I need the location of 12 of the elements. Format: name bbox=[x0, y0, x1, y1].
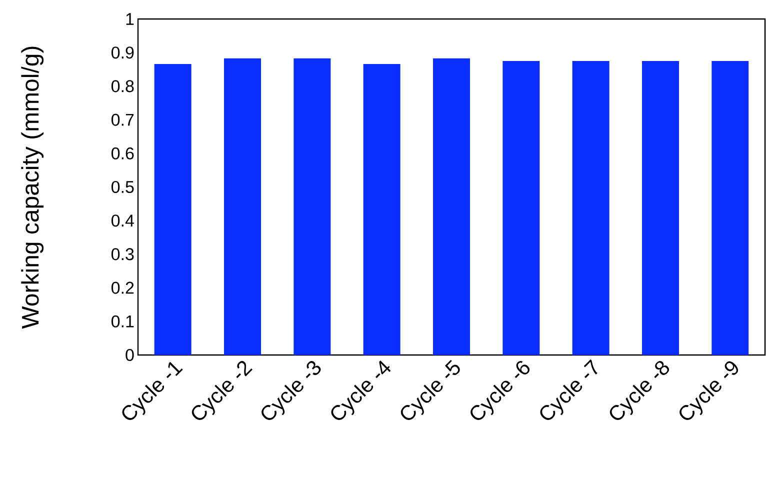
y-tick-label: 0.8 bbox=[111, 80, 134, 92]
y-tick-label: 0.4 bbox=[111, 214, 134, 227]
y-tick-label: 0.1 bbox=[111, 315, 134, 328]
y-tick-label: 0.5 bbox=[111, 180, 134, 194]
y-tick-label: 1 bbox=[126, 13, 134, 25]
y-tick-label: 0 bbox=[126, 348, 134, 362]
y-axis-title: Working capacity (mmol/g) bbox=[21, 46, 44, 329]
y-tick-label: 0.3 bbox=[111, 248, 134, 260]
y-tick-label: 0.9 bbox=[111, 46, 134, 59]
y-tick-label: 0.6 bbox=[111, 147, 134, 160]
y-tick-label: 0.7 bbox=[111, 114, 134, 126]
y-tick-label: 0.2 bbox=[111, 282, 134, 294]
